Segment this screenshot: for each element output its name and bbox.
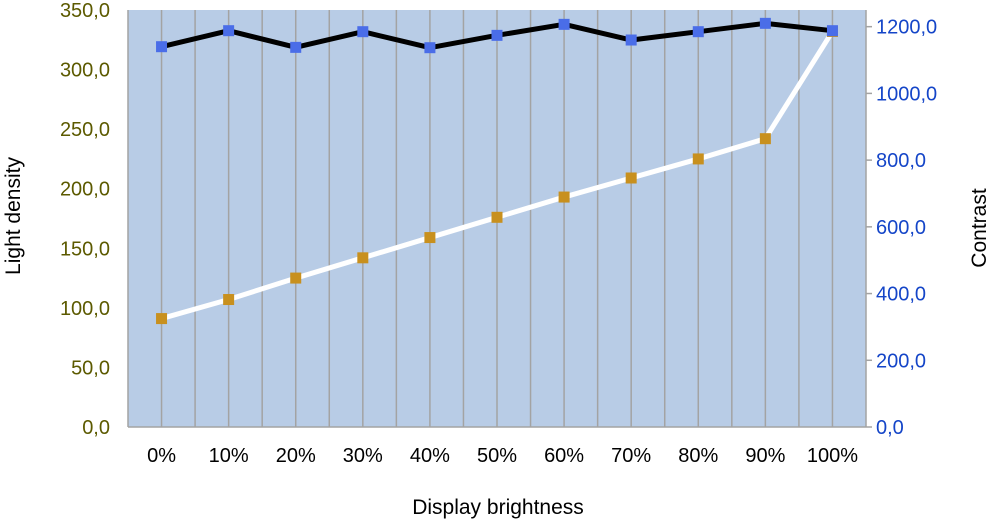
x-tick-label: 10% (209, 445, 249, 467)
series-2-point (692, 26, 704, 38)
left-tick-label: 200,0 (60, 179, 110, 201)
series-1-point (759, 133, 771, 145)
series-1-point (625, 172, 637, 184)
x-tick-label: 90% (745, 445, 785, 467)
y-axis-title: Light density (2, 157, 25, 275)
series-2-point (625, 34, 637, 46)
left-tick-label: 250,0 (60, 119, 110, 141)
x-tick-label: 50% (477, 445, 517, 467)
series-layer (156, 17, 838, 325)
x-tick-label: 100% (807, 445, 858, 467)
left-tick-label: 100,0 (60, 298, 110, 320)
grid-lines (127, 10, 867, 428)
series-2-point (759, 17, 771, 29)
left-tick-label: 0,0 (82, 417, 110, 439)
x-tick-label: 0% (147, 445, 176, 467)
x-tick-label: 30% (343, 445, 383, 467)
right-axis-ticks: 0,0 200,0 400,0 600,0 800,0 1000,0 1200,0 (866, 17, 937, 439)
y2-axis-title: Contrast (968, 188, 991, 268)
x-tick-label: 40% (410, 445, 450, 467)
right-tick-label: 400,0 (876, 284, 926, 306)
series-1-point (357, 252, 369, 264)
right-tick-label: 1000,0 (876, 83, 937, 105)
series-2-point (826, 25, 838, 37)
left-tick-label: 300,0 (60, 60, 110, 82)
series-2-point (558, 18, 570, 30)
x-tick-label: 80% (678, 445, 718, 467)
series-2-point (491, 29, 503, 41)
right-tick-label: 0,0 (876, 417, 904, 439)
left-tick-label: 350,0 (60, 0, 110, 22)
series-1-point (424, 232, 436, 244)
x-tick-label: 20% (276, 445, 316, 467)
left-axis-ticks: 0,0 50,0 100,0 150,0 200,0 250,0 300,0 350,0 (60, 0, 110, 439)
series-1-point (223, 294, 235, 306)
x-tick-label: 60% (544, 445, 584, 467)
series-1-point (156, 313, 168, 325)
series-2-point (223, 25, 235, 37)
series-2-point (357, 26, 369, 38)
x-tick-label: 70% (611, 445, 651, 467)
left-tick-label: 50,0 (71, 357, 110, 379)
series-2-point (290, 41, 302, 53)
right-tick-label: 1200,0 (876, 17, 937, 39)
series-2-point (156, 41, 168, 53)
series-1-point (692, 153, 704, 165)
series-1-point (558, 191, 570, 203)
right-tick-label: 600,0 (876, 217, 926, 239)
right-tick-label: 800,0 (876, 150, 926, 172)
series-1-point (491, 211, 503, 223)
series-1-point (290, 272, 302, 284)
left-tick-label: 150,0 (60, 238, 110, 260)
x-axis-title: Display brightness (412, 496, 584, 519)
x-axis-ticks: 0% 10% 20% 30% 40% 50% 60% 70% 80% 90% 100% (147, 445, 858, 467)
right-tick-label: 200,0 (876, 350, 926, 372)
series-2-point (424, 42, 436, 54)
